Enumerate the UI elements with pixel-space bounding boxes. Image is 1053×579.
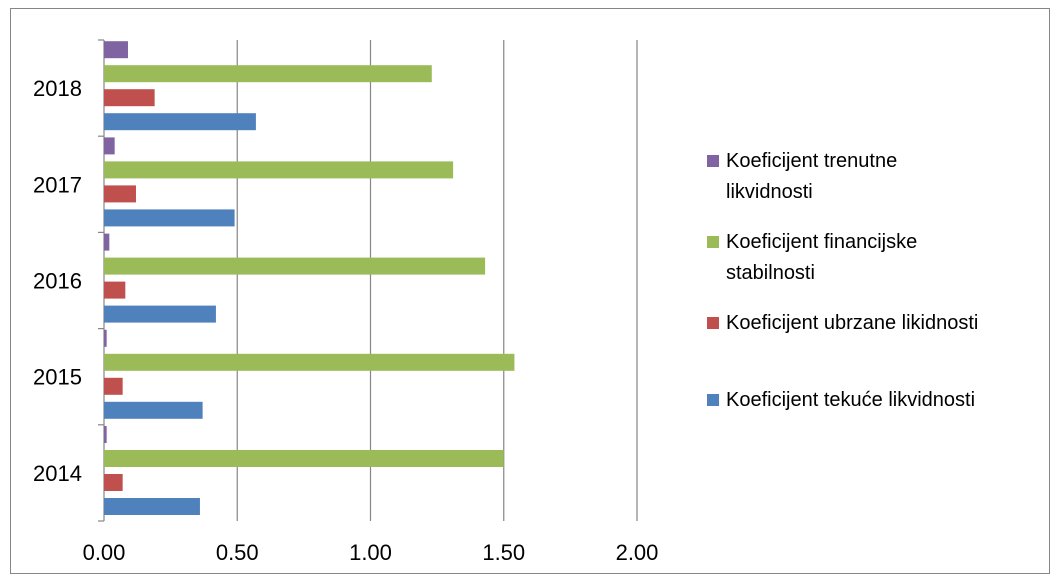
y-tick-label: 2015 bbox=[33, 365, 82, 390]
bar-2016-koeficijent-teku-e-likvidnosti bbox=[104, 305, 216, 323]
y-tick-label: 2014 bbox=[33, 461, 82, 486]
legend-swatch-3 bbox=[707, 394, 719, 406]
bar-2015-koeficijent-financijske-stabilnosti bbox=[104, 353, 515, 371]
x-tick-label: 1.50 bbox=[482, 540, 525, 565]
bar-2016-koeficijent-financijske-stabilnosti bbox=[104, 257, 486, 275]
bar-2014-koeficijent-financijske-stabilnosti bbox=[104, 450, 504, 467]
bar-2015-koeficijent-trenutne-likvidnosti bbox=[104, 329, 107, 347]
legend-label: Koeficijent trenutne bbox=[726, 150, 897, 172]
bar-2014-koeficijent-teku-e-likvidnosti bbox=[104, 498, 200, 515]
chart-frame bbox=[10, 8, 1050, 574]
x-tick-label: 2.00 bbox=[616, 540, 659, 565]
legend-swatch-1 bbox=[707, 236, 719, 248]
y-tick-label: 2018 bbox=[33, 76, 82, 101]
x-tick-label: 1.00 bbox=[349, 540, 392, 565]
bar-2015-koeficijent-teku-e-likvidnosti bbox=[104, 401, 203, 419]
legend-label: stabilnosti bbox=[726, 262, 815, 284]
bar-2016-koeficijent-trenutne-likvidnosti bbox=[104, 233, 110, 251]
legend-label: Koeficijent ubrzane likidnosti bbox=[726, 312, 978, 334]
legend-label: Koeficijent tekuće likvidnosti bbox=[726, 389, 975, 411]
bar-2017-koeficijent-financijske-stabilnosti bbox=[104, 161, 454, 179]
bar-2017-koeficijent-teku-e-likvidnosti bbox=[104, 209, 235, 227]
legend-label: Koeficijent financijske bbox=[726, 231, 917, 253]
bar-2017-koeficijent-ubrzane-likidnosti bbox=[104, 185, 136, 203]
legend-swatch-0 bbox=[707, 155, 719, 167]
bar-2018-koeficijent-financijske-stabilnosti bbox=[104, 65, 432, 83]
bar-2014-koeficijent-ubrzane-likidnosti bbox=[104, 474, 123, 491]
bar-2018-koeficijent-ubrzane-likidnosti bbox=[104, 89, 155, 107]
y-tick-label: 2017 bbox=[33, 172, 82, 197]
bar-2018-koeficijent-teku-e-likvidnosti bbox=[104, 113, 256, 131]
y-tick-label: 2016 bbox=[33, 269, 82, 294]
x-tick-label: 0.00 bbox=[83, 540, 126, 565]
bar-2014-koeficijent-trenutne-likvidnosti bbox=[104, 426, 107, 443]
bar-2016-koeficijent-ubrzane-likidnosti bbox=[104, 281, 126, 299]
x-tick-label: 0.50 bbox=[216, 540, 259, 565]
legend-swatch-2 bbox=[707, 317, 719, 329]
bar-2017-koeficijent-trenutne-likvidnosti bbox=[104, 137, 115, 155]
bar-2018-koeficijent-trenutne-likvidnosti bbox=[104, 41, 128, 59]
legend-label: likvidnosti bbox=[726, 181, 813, 203]
bar-2015-koeficijent-ubrzane-likidnosti bbox=[104, 377, 123, 395]
